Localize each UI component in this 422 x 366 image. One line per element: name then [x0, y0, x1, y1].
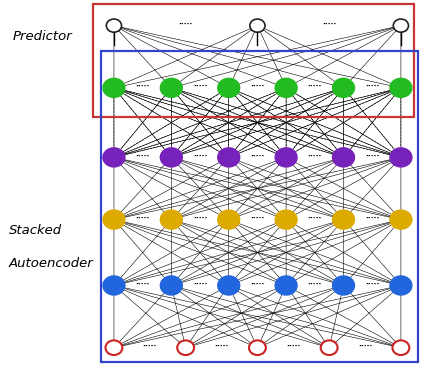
Text: ·····: ·····: [143, 343, 157, 352]
Circle shape: [333, 210, 354, 229]
Text: ·····: ·····: [250, 215, 265, 224]
Circle shape: [103, 78, 125, 97]
Text: ·····: ·····: [250, 281, 265, 290]
Text: ·····: ·····: [135, 153, 150, 162]
Circle shape: [275, 148, 297, 167]
Text: ·····: ·····: [308, 153, 322, 162]
Circle shape: [218, 276, 240, 295]
Text: ·····: ·····: [193, 281, 207, 290]
Circle shape: [321, 340, 338, 355]
Circle shape: [249, 340, 266, 355]
Circle shape: [390, 148, 412, 167]
Circle shape: [333, 78, 354, 97]
Bar: [93, 4, 414, 117]
Text: ·····: ·····: [365, 153, 379, 162]
Text: ·····: ·····: [250, 153, 265, 162]
Text: ·····: ·····: [250, 83, 265, 92]
Circle shape: [160, 148, 182, 167]
Circle shape: [106, 19, 122, 32]
Text: ·····: ·····: [193, 215, 207, 224]
Text: Stacked: Stacked: [8, 224, 62, 237]
Text: ·····: ·····: [193, 153, 207, 162]
Circle shape: [103, 210, 125, 229]
Text: ·····: ·····: [365, 281, 379, 290]
Circle shape: [160, 78, 182, 97]
Circle shape: [106, 340, 122, 355]
Text: ·····: ·····: [308, 83, 322, 92]
Circle shape: [177, 340, 194, 355]
Circle shape: [250, 19, 265, 32]
Circle shape: [103, 276, 125, 295]
Text: ·····: ·····: [308, 281, 322, 290]
Text: ·····: ·····: [308, 215, 322, 224]
Text: ·····: ·····: [135, 83, 150, 92]
Text: ·····: ·····: [214, 343, 229, 352]
Text: Predictor: Predictor: [13, 30, 73, 43]
Circle shape: [333, 148, 354, 167]
Text: ·····: ·····: [179, 21, 193, 30]
Circle shape: [160, 210, 182, 229]
Circle shape: [160, 276, 182, 295]
Circle shape: [275, 276, 297, 295]
Circle shape: [275, 78, 297, 97]
Circle shape: [390, 78, 412, 97]
Circle shape: [390, 210, 412, 229]
Circle shape: [275, 210, 297, 229]
Circle shape: [218, 78, 240, 97]
Text: ·····: ·····: [365, 83, 379, 92]
Circle shape: [393, 19, 408, 32]
Text: ·····: ·····: [286, 343, 300, 352]
Text: Autoencoder: Autoencoder: [8, 257, 93, 270]
Circle shape: [333, 276, 354, 295]
Circle shape: [392, 340, 409, 355]
Text: ·····: ·····: [358, 343, 372, 352]
Text: ·····: ·····: [365, 215, 379, 224]
Bar: [101, 51, 418, 362]
Circle shape: [218, 148, 240, 167]
Text: ·····: ·····: [135, 215, 150, 224]
Text: ·····: ·····: [322, 21, 336, 30]
Circle shape: [218, 210, 240, 229]
Circle shape: [103, 148, 125, 167]
Circle shape: [390, 276, 412, 295]
Text: ·····: ·····: [193, 83, 207, 92]
Text: ·····: ·····: [135, 281, 150, 290]
